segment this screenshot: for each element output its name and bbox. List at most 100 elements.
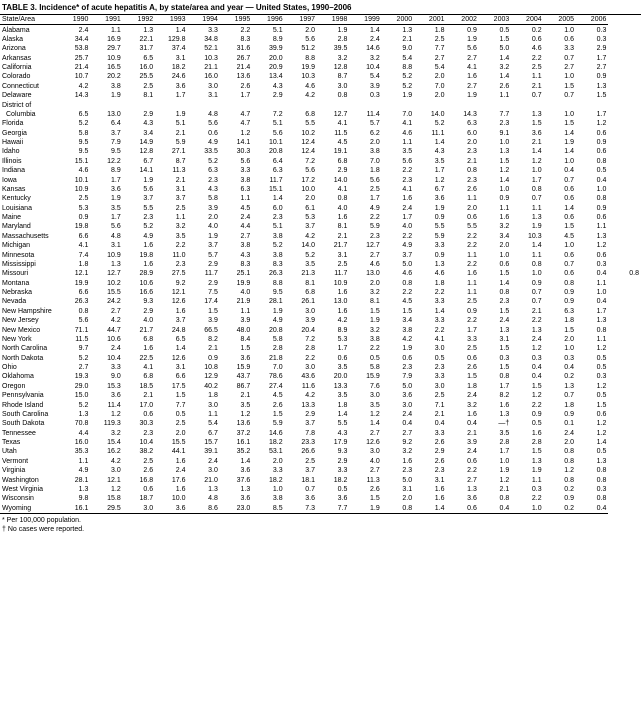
value-cell: 1.7 — [382, 213, 414, 222]
state-cell: Texas — [0, 438, 58, 447]
value-cell: 0.8 — [511, 260, 543, 269]
value-cell: 16.9 — [90, 35, 122, 44]
value-cell: 3.5 — [349, 400, 381, 409]
value-cell: 0.3 — [511, 485, 543, 494]
value-cell: 3.8 — [90, 82, 122, 91]
value-cell: 26.1 — [285, 297, 317, 306]
value-cell: 6.0 — [252, 204, 284, 213]
value-cell: 1.2 — [479, 166, 511, 175]
value-cell: 11.5 — [317, 129, 349, 138]
table-row: North Dakota5.210.422.512.60.93.621.82.2… — [0, 354, 641, 363]
value-cell: 5.6 — [252, 129, 284, 138]
value-cell: 4.5 — [544, 232, 576, 241]
value-cell: 0.5 — [576, 447, 608, 456]
value-cell: 8.9 — [317, 325, 349, 334]
value-cell: 0.5 — [576, 166, 608, 175]
value-cell: 12.6 — [155, 297, 187, 306]
value-cell: 2.1 — [123, 391, 155, 400]
value-cell: 0.8 — [608, 269, 641, 278]
value-cell: 4.6 — [285, 82, 317, 91]
value-cell: 7.0 — [349, 157, 381, 166]
value-cell: 2.1 — [447, 157, 479, 166]
state-cell: Kentucky — [0, 194, 58, 203]
value-cell: 0.5 — [317, 485, 349, 494]
value-cell: 15.9 — [349, 372, 381, 381]
value-cell: 14.3 — [58, 91, 90, 100]
state-cell: Indiana — [0, 166, 58, 175]
state-cell: Alabama — [0, 25, 58, 35]
data-table: State/Area199019911992199319941995199619… — [0, 15, 641, 514]
value-cell: 2.6 — [447, 185, 479, 194]
value-cell: 1.1 — [58, 457, 90, 466]
value-cell: 12.9 — [188, 372, 220, 381]
value-cell: 3.8 — [349, 335, 381, 344]
state-cell: Arkansas — [0, 54, 58, 63]
value-cell: 12.1 — [58, 269, 90, 278]
value-cell: 0.6 — [544, 269, 576, 278]
value-cell: 1.7 — [155, 91, 187, 100]
value-cell: 39.1 — [188, 447, 220, 456]
state-cell: Michigan — [0, 241, 58, 250]
value-cell: 3.3 — [414, 429, 446, 438]
state-cell: Rhode Island — [0, 400, 58, 409]
value-cell: 2.5 — [414, 35, 446, 44]
value-cell: 3.6 — [90, 185, 122, 194]
col-year: 1992 — [123, 15, 155, 25]
value-cell: 27.1 — [155, 147, 187, 156]
col-year: 1993 — [155, 15, 187, 25]
value-cell: 1.5 — [511, 382, 543, 391]
value-cell: 4.6 — [414, 269, 446, 278]
value-cell: 7.7 — [155, 400, 187, 409]
value-cell: 4.8 — [188, 110, 220, 119]
value-cell: 5.0 — [382, 382, 414, 391]
value-cell — [220, 100, 252, 109]
value-cell — [252, 100, 284, 109]
value-cell: 1.4 — [349, 25, 381, 35]
value-cell: 0.9 — [544, 410, 576, 419]
value-cell: 10.9 — [317, 279, 349, 288]
value-cell: 19.9 — [220, 279, 252, 288]
value-cell: 1.6 — [447, 72, 479, 81]
value-cell: 1.8 — [544, 400, 576, 409]
value-cell: 1.3 — [544, 382, 576, 391]
value-cell: 3.9 — [188, 316, 220, 325]
value-cell: 12.2 — [90, 157, 122, 166]
value-cell: 4.6 — [382, 129, 414, 138]
value-cell: 3.2 — [349, 54, 381, 63]
value-cell: 1.2 — [90, 410, 122, 419]
value-cell — [382, 100, 414, 109]
value-cell: 0.7 — [511, 91, 543, 100]
value-cell: 14.6 — [252, 429, 284, 438]
value-cell: 1.6 — [155, 457, 187, 466]
value-cell: 2.9 — [252, 91, 284, 100]
value-cell: 2.0 — [479, 241, 511, 250]
value-cell: 0.6 — [188, 129, 220, 138]
value-cell: 9.2 — [155, 279, 187, 288]
value-cell: 2.6 — [447, 363, 479, 372]
value-cell: 1.1 — [447, 250, 479, 259]
value-cell: 9.1 — [479, 129, 511, 138]
value-cell: 0.9 — [414, 250, 446, 259]
value-cell: 0.8 — [576, 157, 608, 166]
value-cell: 35.3 — [58, 447, 90, 456]
value-cell: 0.9 — [447, 307, 479, 316]
value-cell: 0.5 — [155, 410, 187, 419]
value-cell: 8.8 — [285, 54, 317, 63]
value-cell: 4.1 — [447, 63, 479, 72]
value-cell: 11.4 — [349, 110, 381, 119]
value-cell: 12.8 — [123, 147, 155, 156]
value-cell: 17.5 — [155, 382, 187, 391]
value-cell: 31.7 — [123, 44, 155, 53]
value-cell: 5.6 — [349, 175, 381, 184]
value-cell: 2.5 — [155, 204, 187, 213]
value-cell: 0.3 — [479, 354, 511, 363]
value-cell: 3.0 — [188, 82, 220, 91]
table-row: Maryland19.85.65.23.24.04.45.13.78.15.94… — [0, 222, 641, 231]
value-cell: 3.9 — [447, 438, 479, 447]
value-cell: 1.5 — [544, 325, 576, 334]
value-cell: 3.6 — [155, 504, 187, 514]
value-cell: 2.9 — [123, 110, 155, 119]
value-cell: 1.4 — [220, 457, 252, 466]
value-cell: 3.8 — [382, 325, 414, 334]
value-cell: 12.6 — [349, 438, 381, 447]
